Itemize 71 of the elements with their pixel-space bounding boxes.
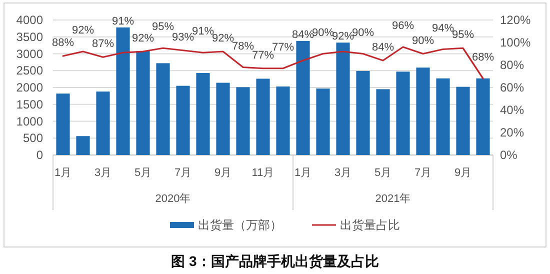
y-tick-label: 0 <box>36 148 44 162</box>
y2-tick-label: 80% <box>500 58 524 72</box>
data-label: 91% <box>112 15 134 28</box>
data-label: 95% <box>152 21 174 34</box>
bar <box>296 40 310 155</box>
x-tick-label: 5月 <box>374 167 392 179</box>
y2-tick-label: 120% <box>500 13 532 27</box>
bar <box>396 72 410 155</box>
data-label: 95% <box>452 29 474 42</box>
bar <box>416 68 430 155</box>
bar <box>336 42 350 155</box>
data-label: 88% <box>52 37 74 49</box>
x-tick-label: 9月 <box>214 167 232 179</box>
legend-label: 出货量（万部） <box>198 218 282 232</box>
data-label: 90% <box>412 34 434 47</box>
bar <box>236 87 250 155</box>
data-label: 92% <box>212 32 234 44</box>
x-tick-label: 1月 <box>54 167 72 179</box>
bar <box>356 70 370 155</box>
x-tick-label: 1月 <box>294 167 312 179</box>
data-label: 77% <box>252 49 274 62</box>
legend-label: 出货量占比 <box>340 218 400 232</box>
y2-tick-label: 100% <box>500 36 532 50</box>
y-tick-label: 500 <box>22 131 44 146</box>
y-tick-label: 1500 <box>16 97 44 112</box>
bar <box>316 88 330 155</box>
x-tick-label: 7月 <box>414 167 432 179</box>
bar <box>476 78 490 155</box>
y2-tick-label: 60% <box>500 80 524 94</box>
text: 图 3：国产品牌手机出货量及占比 <box>171 253 379 269</box>
data-label: 68% <box>472 52 494 64</box>
x-tick-label: 7月 <box>174 167 192 179</box>
y-tick-label: 4000 <box>16 13 44 27</box>
y-tick-label: 2000 <box>16 80 44 94</box>
y-tick-label: 3500 <box>16 30 44 44</box>
bar <box>76 136 90 155</box>
y2-tick-label: 20% <box>500 126 524 140</box>
bar <box>136 51 150 155</box>
bar <box>116 27 130 155</box>
x-tick-label: 3月 <box>94 167 112 179</box>
data-label: 96% <box>392 20 414 32</box>
bar <box>456 86 470 155</box>
y2-tick-label: 0% <box>500 148 518 162</box>
y-tick-label: 3000 <box>16 46 44 61</box>
data-label: 77% <box>272 41 294 54</box>
bar <box>196 72 210 155</box>
x-tick-label: 3月 <box>334 167 352 179</box>
bar <box>256 78 270 155</box>
bar <box>276 86 290 155</box>
text: 2021年 <box>375 193 411 205</box>
x-tick-label: 5月 <box>134 167 152 179</box>
bar <box>436 78 450 155</box>
data-label: 92% <box>332 30 354 43</box>
data-label: 93% <box>172 31 194 44</box>
bar <box>96 92 110 155</box>
y-tick-label: 1000 <box>16 114 44 128</box>
text: 2020年 <box>155 193 191 205</box>
data-label: 87% <box>92 38 114 50</box>
data-label: 78% <box>232 40 254 52</box>
bar <box>216 82 230 155</box>
data-label: 92% <box>72 24 94 36</box>
data-label: 92% <box>132 32 154 44</box>
bar <box>176 86 190 155</box>
y2-tick-label: 40% <box>500 103 524 117</box>
bar <box>156 63 170 155</box>
bar <box>56 94 70 155</box>
x-tick-label: 11月 <box>252 167 274 179</box>
y-tick-label: 2500 <box>16 64 44 78</box>
x-tick-label: 9月 <box>454 167 472 179</box>
data-label: 84% <box>372 42 394 54</box>
bar <box>376 89 390 155</box>
